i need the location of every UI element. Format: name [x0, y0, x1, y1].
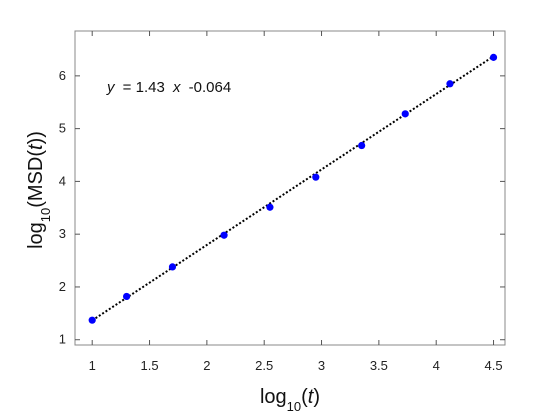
fit-line — [91, 55, 495, 322]
fit-equation-y-var: y — [106, 79, 116, 96]
x-tick-label: 2 — [203, 358, 210, 373]
data-point — [123, 292, 131, 301]
y-tick-label: 5 — [59, 121, 66, 136]
data-point — [489, 53, 498, 61]
x-tick-label: 4.5 — [484, 358, 502, 373]
y-tick-label: 2 — [59, 279, 66, 294]
fit-equation-x-var: x — [172, 79, 181, 96]
data-point — [266, 203, 274, 211]
fit-equation-slope: = 1.43 — [123, 79, 165, 96]
y-tick-label: 3 — [59, 226, 66, 241]
y-tick-label: 1 — [59, 332, 66, 347]
y-tick-label: 4 — [59, 173, 66, 188]
data-point — [446, 80, 454, 88]
fit-equation: y = 1.43 x -0.064 — [106, 79, 231, 96]
x-tick-label: 3 — [318, 358, 325, 373]
x-tick-label: 2.5 — [255, 358, 273, 373]
plot-area — [74, 30, 506, 346]
x-tick-label: 4 — [433, 358, 440, 373]
x-axis-label: log10(t) — [260, 386, 320, 414]
data-points — [88, 53, 498, 324]
data-point — [168, 263, 177, 271]
fit-line-group — [91, 55, 495, 322]
data-point — [401, 110, 409, 118]
x-tick-label: 3.5 — [370, 358, 388, 373]
data-point — [88, 316, 96, 324]
fit-equation-intercept: -0.064 — [189, 79, 232, 96]
data-point — [220, 231, 228, 239]
data-point — [312, 173, 320, 181]
y-axis-label: log10(MSD(t)) — [25, 131, 53, 249]
y-tick-label: 6 — [59, 68, 66, 83]
y-axis-ticks: 1 2 3 4 5 6 — [59, 68, 505, 347]
x-tick-label: 1.5 — [140, 358, 158, 373]
x-tick-label: 1 — [89, 358, 96, 373]
x-axis-ticks: 1 1.5 2 2.5 3 3.5 4 4.5 — [89, 31, 503, 373]
data-point — [358, 141, 366, 150]
